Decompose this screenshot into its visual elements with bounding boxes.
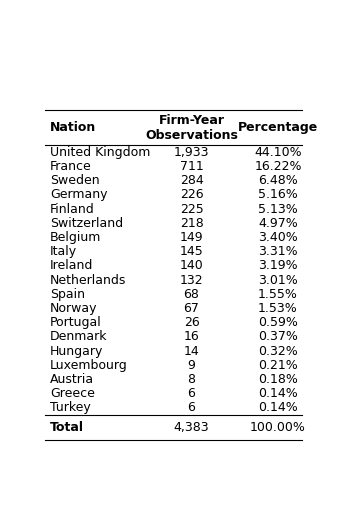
Text: Austria: Austria: [50, 373, 94, 386]
Text: 44.10%: 44.10%: [254, 146, 302, 159]
Text: 26: 26: [184, 316, 199, 329]
Text: 145: 145: [180, 245, 203, 258]
Text: 0.59%: 0.59%: [258, 316, 298, 329]
Text: 0.37%: 0.37%: [258, 330, 298, 343]
Text: 68: 68: [184, 288, 199, 301]
Text: 5.13%: 5.13%: [258, 203, 298, 215]
Text: 6: 6: [188, 401, 195, 415]
Text: 149: 149: [180, 231, 203, 244]
Text: Norway: Norway: [50, 302, 98, 315]
Text: Portugal: Portugal: [50, 316, 102, 329]
Text: 226: 226: [180, 188, 203, 201]
Text: 3.01%: 3.01%: [258, 274, 298, 287]
Text: 8: 8: [188, 373, 196, 386]
Text: 5.16%: 5.16%: [258, 188, 298, 201]
Text: Netherlands: Netherlands: [50, 274, 126, 287]
Text: United Kingdom: United Kingdom: [50, 146, 150, 159]
Text: 0.14%: 0.14%: [258, 387, 298, 400]
Text: 6: 6: [188, 387, 195, 400]
Text: 711: 711: [180, 160, 203, 173]
Text: 0.32%: 0.32%: [258, 344, 298, 358]
Text: Finland: Finland: [50, 203, 95, 215]
Text: 0.18%: 0.18%: [258, 373, 298, 386]
Text: Ireland: Ireland: [50, 260, 94, 272]
Text: Percentage: Percentage: [238, 121, 318, 134]
Text: Total: Total: [50, 421, 84, 434]
Text: 16: 16: [184, 330, 199, 343]
Text: Turkey: Turkey: [50, 401, 91, 415]
Text: France: France: [50, 160, 92, 173]
Text: 4.97%: 4.97%: [258, 217, 298, 230]
Text: 0.14%: 0.14%: [258, 401, 298, 415]
Text: Italy: Italy: [50, 245, 77, 258]
Text: Hungary: Hungary: [50, 344, 103, 358]
Text: Luxembourg: Luxembourg: [50, 359, 128, 372]
Text: Belgium: Belgium: [50, 231, 101, 244]
Text: Spain: Spain: [50, 288, 85, 301]
Text: 6.48%: 6.48%: [258, 174, 298, 187]
Text: 132: 132: [180, 274, 203, 287]
Text: 3.19%: 3.19%: [258, 260, 298, 272]
Text: 67: 67: [184, 302, 199, 315]
Text: 16.22%: 16.22%: [254, 160, 302, 173]
Text: 3.31%: 3.31%: [258, 245, 298, 258]
Text: 4,383: 4,383: [174, 421, 209, 434]
Text: 218: 218: [180, 217, 203, 230]
Text: 284: 284: [180, 174, 203, 187]
Text: Sweden: Sweden: [50, 174, 100, 187]
Text: Firm-Year
Observations: Firm-Year Observations: [145, 113, 238, 142]
Text: 0.21%: 0.21%: [258, 359, 298, 372]
Text: 1,933: 1,933: [174, 146, 209, 159]
Text: 9: 9: [188, 359, 195, 372]
Text: Switzerland: Switzerland: [50, 217, 123, 230]
Text: 225: 225: [180, 203, 203, 215]
Text: Greece: Greece: [50, 387, 95, 400]
Text: 140: 140: [180, 260, 203, 272]
Text: 1.53%: 1.53%: [258, 302, 298, 315]
Text: Germany: Germany: [50, 188, 107, 201]
Text: 3.40%: 3.40%: [258, 231, 298, 244]
Text: 1.55%: 1.55%: [258, 288, 298, 301]
Text: Nation: Nation: [50, 121, 96, 134]
Text: 100.00%: 100.00%: [250, 421, 306, 434]
Text: 14: 14: [184, 344, 199, 358]
Text: Denmark: Denmark: [50, 330, 107, 343]
